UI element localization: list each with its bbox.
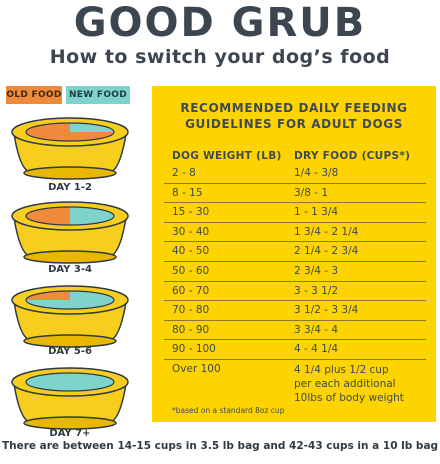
feeding-guidelines-card: RECOMMENDED DAILY FEEDING GUIDELINES FOR… (152, 86, 436, 422)
bowl-label: DAY 1-2 (48, 182, 92, 193)
table-row-last: Over 100 4 1/4 plus 1/2 cup per each add… (164, 360, 426, 418)
bowl-base (23, 334, 117, 348)
food-line: 4 1/4 plus 1/2 cup (294, 363, 389, 376)
bowl-base (23, 416, 117, 430)
table-row: 90 - 100 4 - 4 1/4 (164, 340, 426, 360)
weight-cell: 60 - 70 (172, 284, 210, 297)
bowl-day-3-4 (0, 196, 140, 286)
food-cell: 3 3/4 - 4 (294, 323, 339, 336)
food-cell: 2 3/4 - 3 (294, 264, 339, 277)
weight-cell: Over 100 (172, 362, 221, 375)
weight-cell: 80 - 90 (172, 323, 210, 336)
food-line: 10lbs of body weight (294, 391, 404, 404)
food-cell: 4 - 4 1/4 (294, 343, 339, 356)
card-title-line1: RECOMMENDED DAILY FEEDING (180, 101, 408, 115)
table-row: 70 - 80 3 1/2 - 3 3/4 (164, 301, 426, 321)
legend-old-food: OLD FOOD (6, 86, 62, 104)
weight-cell: 90 - 100 (172, 343, 216, 356)
food-cell: 1 - 1 3/4 (294, 206, 339, 219)
bowl-base (23, 250, 117, 264)
food-cell: 3/8 - 1 (294, 186, 329, 199)
weight-cell: 70 - 80 (172, 304, 210, 317)
table-row: 15 - 30 1 - 1 3/4 (164, 203, 426, 223)
bowl-label: DAY 5-6 (48, 346, 92, 357)
bowl-day-7-plus (0, 362, 140, 452)
weight-cell: 40 - 50 (172, 245, 210, 258)
table-row: 60 - 70 3 - 3 1/2 (164, 282, 426, 302)
food-cell: 1 3/4 - 2 1/4 (294, 225, 359, 238)
card-title: RECOMMENDED DAILY FEEDING GUIDELINES FOR… (152, 100, 436, 132)
food-outline (25, 372, 115, 392)
food-outline (25, 206, 115, 226)
legend-new-food: NEW FOOD (66, 86, 130, 104)
bowl-label: DAY 7+ (49, 428, 91, 439)
table-row: 30 - 40 1 3/4 - 2 1/4 (164, 223, 426, 243)
table-row: 50 - 60 2 3/4 - 3 (164, 262, 426, 282)
page-subtitle: How to switch your dog’s food (49, 46, 391, 68)
new-food-portion (70, 123, 114, 132)
table-row: 40 - 50 2 1/4 - 2 3/4 (164, 242, 426, 262)
weight-cell: 30 - 40 (172, 225, 210, 238)
bag-cups-note: There are between 14-15 cups in 3.5 lb b… (1, 440, 439, 452)
food-cell: 3 - 3 1/2 (294, 284, 339, 297)
food-cell: 1/4 - 3/8 (294, 167, 339, 179)
bowl-label: DAY 3-4 (48, 264, 92, 275)
weight-column-header: DOG WEIGHT (LB) (172, 150, 282, 162)
table-row: 8 - 15 3/8 - 1 (164, 184, 426, 204)
table-row: 80 - 90 3 3/4 - 4 (164, 321, 426, 341)
new-food-portion (70, 207, 114, 225)
bowl-base (23, 166, 117, 180)
food-outline (25, 122, 115, 142)
food-column-header: DRY FOOD (CUPS*) (294, 150, 411, 162)
footnote: *based on a standard 8oz cup (172, 406, 285, 415)
weight-cell: 15 - 30 (172, 206, 210, 219)
weight-cell: 50 - 60 (172, 264, 210, 277)
food-cell: 2 1/4 - 2 3/4 (294, 245, 359, 258)
brand-title: GOOD GRUB (73, 0, 367, 46)
food-cell: 3 1/2 - 3 3/4 (294, 304, 359, 317)
table-row: 2 - 8 1/4 - 3/8 (164, 164, 426, 184)
new-food-portion (26, 291, 114, 309)
bowl-day-5-6 (0, 280, 140, 370)
food-surface (26, 373, 114, 391)
weight-cell: 2 - 8 (172, 167, 196, 179)
food-cell: 4 1/4 plus 1/2 cup per each additional 1… (294, 363, 426, 405)
food-outline (25, 290, 115, 310)
bowl-day-1-2 (0, 112, 140, 202)
feeding-table: 2 - 8 1/4 - 3/8 8 - 15 3/8 - 1 15 - 30 1 - … (164, 164, 426, 418)
card-title-line2: GUIDELINES FOR ADULT DOGS (185, 117, 403, 131)
weight-cell: 8 - 15 (172, 186, 203, 199)
food-line: per each additional (294, 377, 396, 390)
